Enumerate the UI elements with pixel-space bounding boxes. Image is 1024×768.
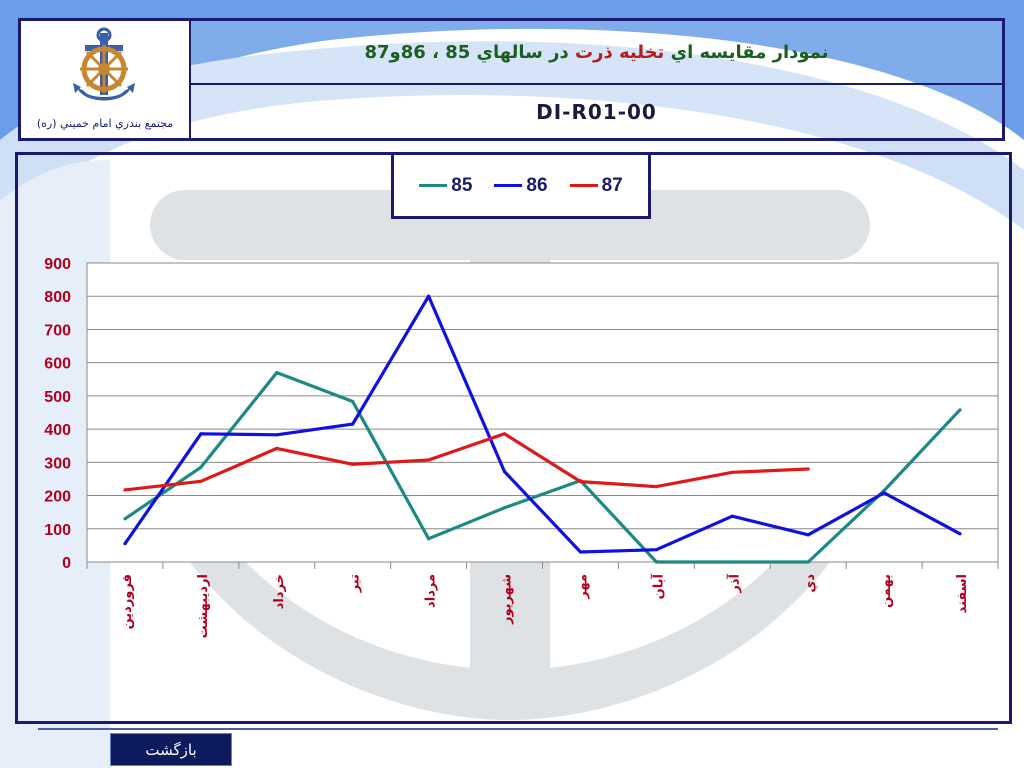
data-point-85 bbox=[123, 517, 127, 521]
data-point-87 bbox=[427, 458, 431, 462]
data-point-87 bbox=[806, 467, 810, 471]
data-point-86 bbox=[351, 422, 355, 426]
data-point-87 bbox=[578, 480, 583, 484]
x-tick-label: تير bbox=[348, 574, 363, 593]
x-tick-label: مرداد bbox=[424, 574, 439, 608]
data-point-85 bbox=[427, 537, 431, 541]
data-point-85 bbox=[351, 399, 355, 404]
data-point-85 bbox=[199, 465, 203, 469]
y-tick-label: 500 bbox=[44, 389, 71, 406]
legend-label: 85 bbox=[451, 174, 473, 196]
y-tick-label: 100 bbox=[44, 522, 71, 539]
data-point-86 bbox=[958, 532, 962, 536]
code-cell: DI-R01-00 bbox=[191, 85, 1002, 138]
x-tick-label: بهمن bbox=[879, 574, 894, 608]
plot-area bbox=[86, 262, 999, 563]
anchor-logo-icon bbox=[73, 27, 135, 101]
legend-label: 86 bbox=[526, 174, 548, 196]
x-tick-label: آبان bbox=[649, 573, 666, 599]
logo-cell: مجتمع بندري امام خميني (ره) bbox=[21, 21, 191, 138]
back-button[interactable]: بازگشت bbox=[110, 733, 232, 766]
series-line-87 bbox=[124, 432, 809, 492]
data-point-86 bbox=[502, 470, 507, 474]
legend-item-85: 85 bbox=[419, 175, 472, 197]
data-point-87 bbox=[275, 446, 279, 450]
x-tick-label: اسفند bbox=[955, 574, 970, 613]
page-header: مجتمع بندري امام خميني (ره) نمودار مقايس… bbox=[18, 18, 1005, 141]
data-point-85 bbox=[958, 408, 962, 412]
y-tick-label: 700 bbox=[44, 322, 71, 339]
data-point-86 bbox=[123, 542, 127, 546]
footer-divider bbox=[38, 728, 998, 730]
data-point-87 bbox=[730, 470, 734, 474]
data-point-87 bbox=[502, 432, 507, 436]
data-point-86 bbox=[275, 433, 279, 437]
org-name: مجتمع بندري امام خميني (ره) bbox=[36, 117, 174, 130]
legend-swatch bbox=[494, 184, 523, 187]
y-tick-label: 200 bbox=[44, 489, 71, 506]
data-point-85 bbox=[730, 560, 734, 564]
data-point-85 bbox=[502, 506, 507, 510]
data-point-86 bbox=[199, 432, 203, 436]
chart-frame: 0 100 200 300 400 500 600 700 800 900 فروردين ارديب… bbox=[15, 152, 1012, 724]
data-point-85 bbox=[275, 371, 279, 375]
y-tick-label: 800 bbox=[44, 289, 71, 306]
y-tick-label: 900 bbox=[44, 256, 71, 273]
chart-legend: 85 86 87 bbox=[391, 152, 651, 219]
legend-swatch bbox=[419, 184, 448, 187]
x-tick-label: مهر bbox=[575, 574, 590, 600]
series-line-86 bbox=[123, 294, 961, 554]
series-line-85 bbox=[124, 371, 962, 564]
data-point-85 bbox=[806, 560, 810, 564]
legend-item-86: 86 bbox=[494, 174, 548, 197]
data-point-87 bbox=[123, 488, 127, 492]
legend-swatch bbox=[569, 184, 598, 187]
legend-item-87: 87 bbox=[569, 174, 623, 197]
title-cell: نمودار مقايسه اي تخليه ذرت در سالهاي 85 … bbox=[191, 21, 1002, 85]
data-point-86 bbox=[654, 548, 659, 552]
x-tick-label: فروردين bbox=[120, 574, 135, 629]
data-point-87 bbox=[199, 479, 203, 483]
data-point-86 bbox=[882, 491, 886, 495]
y-tick-label: 300 bbox=[44, 455, 71, 472]
data-point-85 bbox=[882, 489, 886, 493]
title-part-1: نمودار مقايسه اي bbox=[664, 41, 829, 63]
data-point-87 bbox=[654, 485, 659, 489]
line-chart: 0 100 200 300 400 500 600 700 800 900 فروردين ارديب… bbox=[44, 256, 999, 638]
x-tick-label: شهريور bbox=[500, 574, 515, 625]
data-point-87 bbox=[351, 462, 355, 466]
title-highlight: تخليه ذرت bbox=[575, 41, 665, 63]
x-tick-label: ارديبهشت bbox=[196, 574, 211, 638]
document-code: DI-R01-00 bbox=[536, 99, 657, 124]
data-point-86 bbox=[427, 294, 431, 298]
x-tick-label: آذر bbox=[725, 573, 742, 593]
data-point-86 bbox=[578, 550, 583, 554]
x-tick-label: دي bbox=[803, 574, 818, 593]
title-part-2: در سالهاي 85 ، 86و87 bbox=[364, 41, 576, 63]
data-point-86 bbox=[806, 533, 810, 537]
data-point-86 bbox=[730, 514, 734, 518]
data-point-85 bbox=[654, 560, 659, 564]
x-tick-label: خرداد bbox=[272, 574, 287, 609]
legend-label: 87 bbox=[601, 174, 623, 196]
y-tick-label: 400 bbox=[44, 422, 71, 439]
y-tick-label: 600 bbox=[44, 356, 71, 373]
y-tick-label: 0 bbox=[62, 555, 71, 572]
page-title: نمودار مقايسه اي تخليه ذرت در سالهاي 85 … bbox=[364, 42, 828, 63]
